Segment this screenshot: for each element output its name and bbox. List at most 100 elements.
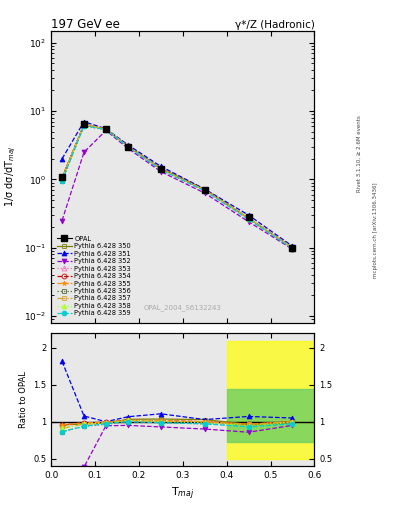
Pythia 6.428 359 <box>158 167 163 173</box>
Pythia 6.428 352 <box>202 190 207 196</box>
Pythia 6.428 356 <box>104 127 108 133</box>
Pythia 6.428 355 <box>158 166 163 172</box>
Line: Pythia 6.428 352: Pythia 6.428 352 <box>60 128 295 251</box>
Pythia 6.428 351 <box>82 119 86 125</box>
Line: Pythia 6.428 354: Pythia 6.428 354 <box>60 122 295 250</box>
Pythia 6.428 357 <box>125 143 130 150</box>
Pythia 6.428 357 <box>202 187 207 193</box>
Pythia 6.428 353 <box>104 126 108 132</box>
Pythia 6.428 354 <box>125 143 130 150</box>
Pythia 6.428 355 <box>290 245 295 251</box>
Line: Pythia 6.428 355: Pythia 6.428 355 <box>60 122 295 250</box>
Pythia 6.428 352 <box>290 246 295 252</box>
Pythia 6.428 350 <box>60 175 64 181</box>
Pythia 6.428 357 <box>158 166 163 172</box>
Pythia 6.428 351 <box>60 156 64 162</box>
Pythia 6.428 350 <box>246 215 251 221</box>
Line: Pythia 6.428 356: Pythia 6.428 356 <box>60 123 295 251</box>
Pythia 6.428 357 <box>60 176 64 182</box>
Pythia 6.428 356 <box>125 144 130 150</box>
Pythia 6.428 350 <box>125 143 130 149</box>
Pythia 6.428 359 <box>202 188 207 194</box>
Pythia 6.428 353 <box>125 143 130 150</box>
Pythia 6.428 357 <box>104 126 108 133</box>
Pythia 6.428 353 <box>82 121 86 127</box>
Pythia 6.428 352 <box>125 145 130 152</box>
Pythia 6.428 355 <box>104 126 108 132</box>
Pythia 6.428 359 <box>82 123 86 129</box>
Line: Pythia 6.428 351: Pythia 6.428 351 <box>60 119 295 249</box>
Pythia 6.428 356 <box>82 123 86 129</box>
Pythia 6.428 359 <box>125 144 130 150</box>
Bar <box>227 340 314 459</box>
Pythia 6.428 354 <box>202 187 207 193</box>
Y-axis label: 1/σ dσ/dT$_{maj}$: 1/σ dσ/dT$_{maj}$ <box>4 146 18 207</box>
Pythia 6.428 356 <box>246 216 251 222</box>
Pythia 6.428 358 <box>246 216 251 222</box>
Pythia 6.428 355 <box>82 121 86 127</box>
Pythia 6.428 354 <box>158 166 163 172</box>
Pythia 6.428 354 <box>290 245 295 251</box>
Text: mcplots.cern.ch [arXiv:1306.3436]: mcplots.cern.ch [arXiv:1306.3436] <box>373 183 378 278</box>
Pythia 6.428 355 <box>60 175 64 181</box>
Pythia 6.428 356 <box>60 178 64 184</box>
Pythia 6.428 352 <box>246 219 251 225</box>
Pythia 6.428 358 <box>104 126 108 133</box>
Pythia 6.428 353 <box>158 166 163 172</box>
Pythia 6.428 359 <box>290 246 295 252</box>
Pythia 6.428 359 <box>104 126 108 133</box>
Pythia 6.428 355 <box>202 187 207 193</box>
Pythia 6.428 359 <box>60 178 64 184</box>
Pythia 6.428 356 <box>290 245 295 251</box>
Pythia 6.428 351 <box>202 186 207 192</box>
Pythia 6.428 357 <box>290 245 295 251</box>
Pythia 6.428 352 <box>60 218 64 224</box>
Pythia 6.428 353 <box>246 215 251 221</box>
Text: 197 GeV ee: 197 GeV ee <box>51 18 120 31</box>
Line: Pythia 6.428 353: Pythia 6.428 353 <box>60 122 295 250</box>
Pythia 6.428 351 <box>158 163 163 169</box>
Pythia 6.428 351 <box>246 212 251 218</box>
Pythia 6.428 354 <box>60 175 64 181</box>
Pythia 6.428 350 <box>82 122 86 128</box>
Text: Rivet 3.1.10, ≥ 2.6M events: Rivet 3.1.10, ≥ 2.6M events <box>357 115 362 192</box>
Line: Pythia 6.428 358: Pythia 6.428 358 <box>60 122 295 250</box>
Pythia 6.428 357 <box>82 122 86 128</box>
Pythia 6.428 351 <box>125 142 130 148</box>
Pythia 6.428 357 <box>246 215 251 221</box>
Line: Pythia 6.428 359: Pythia 6.428 359 <box>60 123 295 251</box>
Pythia 6.428 358 <box>202 187 207 194</box>
Pythia 6.428 355 <box>246 215 251 221</box>
Pythia 6.428 352 <box>158 168 163 175</box>
Pythia 6.428 351 <box>104 126 108 132</box>
Pythia 6.428 350 <box>104 126 108 133</box>
Text: γ*/Z (Hadronic): γ*/Z (Hadronic) <box>235 20 314 30</box>
Pythia 6.428 353 <box>60 175 64 181</box>
Pythia 6.428 352 <box>82 149 86 155</box>
Y-axis label: Ratio to OPAL: Ratio to OPAL <box>18 371 28 428</box>
Pythia 6.428 358 <box>158 166 163 173</box>
Pythia 6.428 358 <box>290 245 295 251</box>
Legend: OPAL, Pythia 6.428 350, Pythia 6.428 351, Pythia 6.428 352, Pythia 6.428 353, Py: OPAL, Pythia 6.428 350, Pythia 6.428 351… <box>57 236 131 316</box>
Pythia 6.428 350 <box>158 165 163 172</box>
Line: Pythia 6.428 350: Pythia 6.428 350 <box>60 122 295 250</box>
Pythia 6.428 358 <box>125 143 130 150</box>
Bar <box>227 389 314 442</box>
Pythia 6.428 359 <box>246 216 251 222</box>
Pythia 6.428 351 <box>290 243 295 249</box>
Pythia 6.428 354 <box>104 126 108 132</box>
Pythia 6.428 356 <box>158 167 163 173</box>
Pythia 6.428 350 <box>290 245 295 251</box>
Pythia 6.428 354 <box>246 215 251 221</box>
Pythia 6.428 355 <box>125 143 130 150</box>
Pythia 6.428 350 <box>202 186 207 192</box>
Line: Pythia 6.428 357: Pythia 6.428 357 <box>60 122 295 250</box>
Pythia 6.428 358 <box>82 122 86 128</box>
X-axis label: T$_{maj}$: T$_{maj}$ <box>171 485 195 502</box>
Text: OPAL_2004_S6132243: OPAL_2004_S6132243 <box>144 304 222 311</box>
Pythia 6.428 353 <box>202 187 207 193</box>
Pythia 6.428 358 <box>60 176 64 182</box>
Pythia 6.428 352 <box>104 127 108 134</box>
Pythia 6.428 354 <box>82 121 86 127</box>
Pythia 6.428 356 <box>202 188 207 194</box>
